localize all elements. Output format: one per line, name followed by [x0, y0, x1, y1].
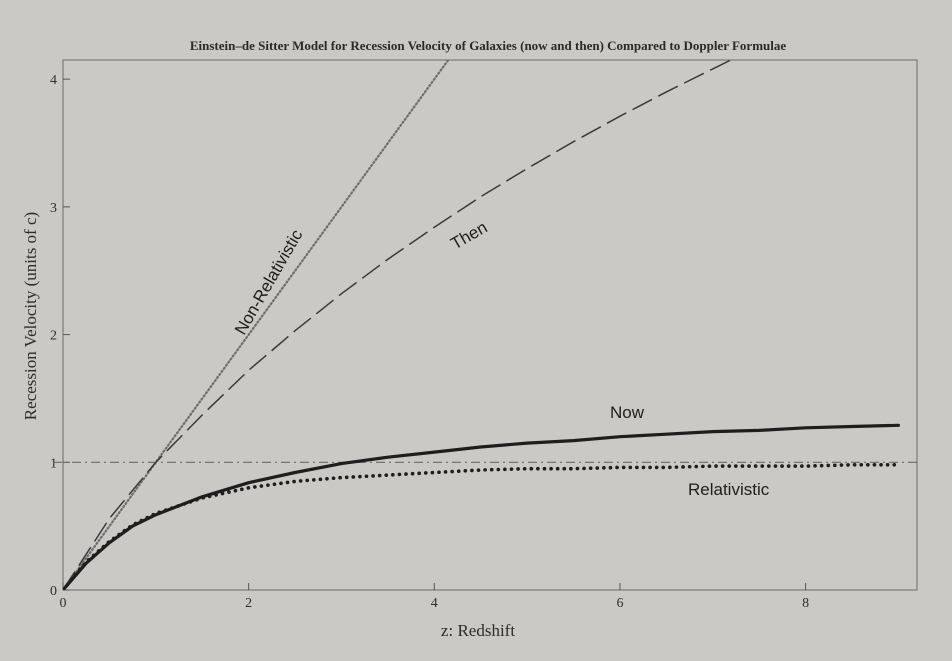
y-tick-label: 4 [50, 73, 57, 88]
series-non-relativistic-line [63, 60, 450, 590]
y-tick-label: 0 [50, 584, 57, 599]
series-layer [63, 60, 901, 590]
y-axis-label: Recession Velocity (units of c) [21, 212, 40, 420]
x-tick-label: 2 [245, 596, 252, 611]
chart-title: Einstein–de Sitter Model for Recession V… [190, 38, 787, 53]
x-tick-label: 0 [60, 596, 67, 611]
x-tick-label: 4 [431, 596, 438, 611]
series-relativistic-line [63, 463, 901, 590]
label-now: Now [610, 403, 645, 422]
y-tick-label: 3 [50, 201, 57, 216]
series-then-line [63, 60, 733, 590]
y-tick-label: 1 [50, 456, 57, 471]
x-axis-ticks: 0 2 4 6 8 [60, 583, 809, 611]
x-tick-label: 8 [802, 596, 809, 611]
x-tick-label: 6 [616, 596, 623, 611]
series-now-line [63, 423, 900, 590]
label-relativistic: Relativistic [688, 480, 770, 499]
y-axis-ticks: 0 1 2 3 4 [50, 73, 70, 599]
plot-frame [62, 59, 918, 591]
x-axis-label: z: Redshift [441, 621, 515, 640]
y-tick-label: 2 [50, 329, 57, 344]
